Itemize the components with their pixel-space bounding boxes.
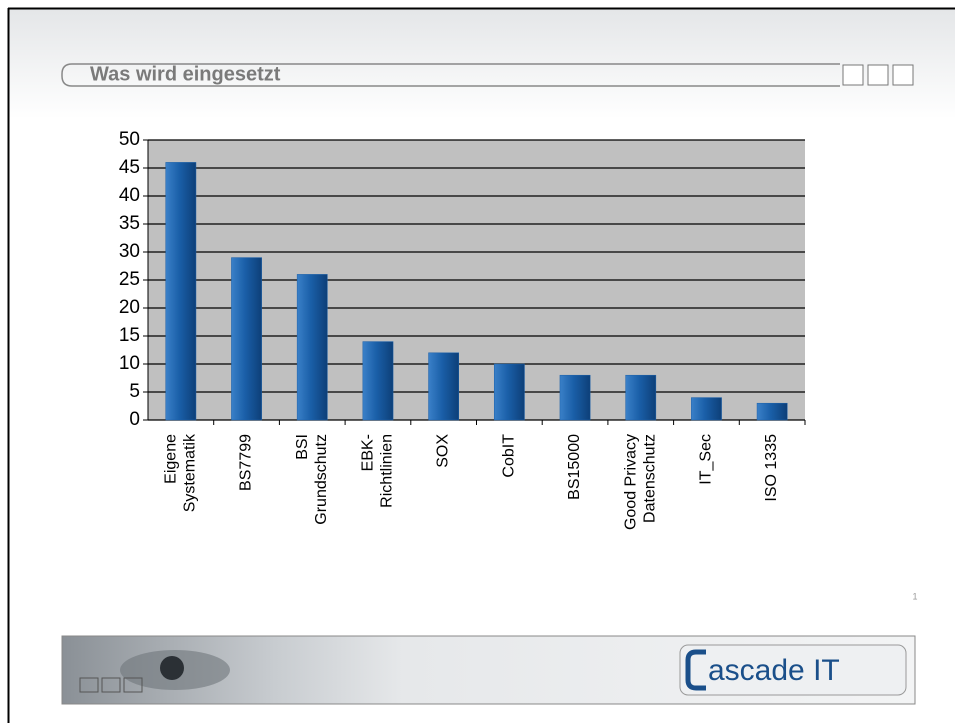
- footer-square: [101, 677, 121, 693]
- y-tick-label: 20: [119, 297, 140, 318]
- bar: [625, 374, 657, 421]
- footer-square: [123, 677, 143, 693]
- y-tick-label: 35: [119, 213, 140, 234]
- bar: [362, 341, 394, 421]
- bar: [165, 162, 197, 421]
- x-tick-label: BS7799: [238, 434, 255, 491]
- x-tick-label: Good Privacy Datenschutz: [622, 434, 658, 530]
- bar: [559, 374, 591, 421]
- x-tick-label: IT_Sec: [698, 434, 715, 485]
- y-tick-label: 15: [119, 325, 140, 346]
- x-tick-label: BS15000: [566, 434, 583, 500]
- x-tick-label: CobIT: [501, 434, 518, 478]
- x-tick-label: Eigene Systematik: [163, 433, 199, 512]
- bar: [691, 397, 722, 421]
- eye-image: [160, 656, 184, 680]
- x-tick-label: ISO 1335: [763, 434, 780, 502]
- y-tick-label: 40: [119, 185, 140, 206]
- footer-square: [79, 677, 99, 693]
- page-number: 1: [912, 591, 917, 601]
- title-square: [892, 64, 914, 86]
- bar: [296, 274, 328, 421]
- y-tick-label: 30: [119, 241, 140, 262]
- x-tick-label: BSI Grundschutz: [294, 434, 330, 525]
- slide-title: Was wird eingesetzt: [90, 63, 281, 85]
- bar: [756, 402, 788, 421]
- x-tick-label: SOX: [435, 434, 452, 468]
- bar: [428, 352, 460, 421]
- y-tick-label: 5: [129, 381, 140, 402]
- y-tick-label: 10: [119, 353, 140, 374]
- logo-box: [679, 644, 907, 696]
- bar: [493, 363, 525, 421]
- logo-text: ascade IT: [708, 654, 840, 687]
- bar: [231, 257, 262, 421]
- y-tick-label: 50: [119, 129, 140, 150]
- title-bar: [61, 63, 840, 87]
- y-tick-label: 0: [129, 409, 140, 430]
- title-square: [867, 64, 889, 86]
- y-tick-label: 25: [119, 269, 140, 290]
- logo-c: [685, 649, 706, 691]
- y-tick-label: 45: [119, 157, 140, 178]
- title-square: [842, 64, 864, 86]
- x-tick-label: EBK- Richtlinien: [360, 434, 396, 508]
